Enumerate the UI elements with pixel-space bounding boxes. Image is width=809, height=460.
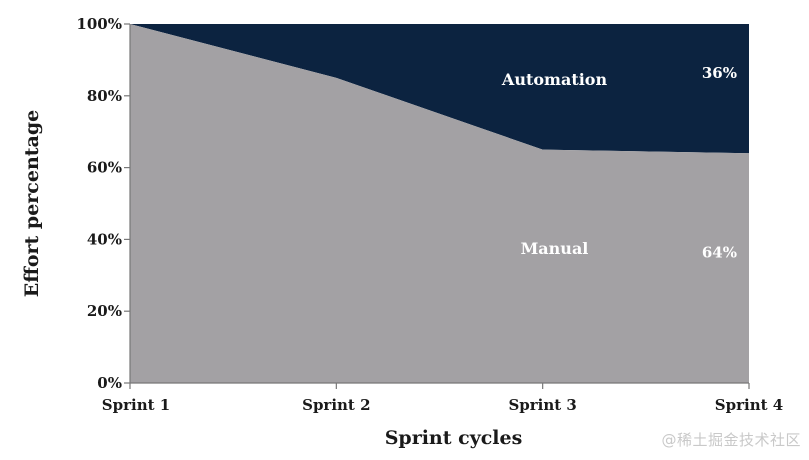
- automation-end-label: 36%: [702, 64, 737, 82]
- y-tick-label: 40%: [87, 230, 122, 248]
- manual-area: [130, 24, 749, 383]
- y-axis-title: Effort percentage: [21, 110, 43, 297]
- x-tick-label: Sprint 2: [302, 396, 370, 414]
- x-tick-label: Sprint 1: [102, 396, 170, 414]
- automation-area: [130, 24, 749, 154]
- automation-series-label: Automation: [501, 70, 608, 89]
- y-tick-label: 60%: [87, 159, 122, 177]
- y-tick-label: 0%: [97, 374, 122, 392]
- x-tick-label: Sprint 4: [715, 396, 783, 414]
- y-tick-label: 100%: [76, 15, 122, 33]
- watermark-text: @稀土掘金技术社区: [661, 431, 801, 449]
- x-axis-title: Sprint cycles: [385, 427, 523, 449]
- y-tick-label: 20%: [87, 302, 122, 320]
- y-tick-label: 80%: [87, 87, 122, 105]
- manual-end-label: 64%: [702, 243, 737, 261]
- manual-series-label: Manual: [521, 239, 589, 258]
- x-tick-label: Sprint 3: [508, 396, 576, 414]
